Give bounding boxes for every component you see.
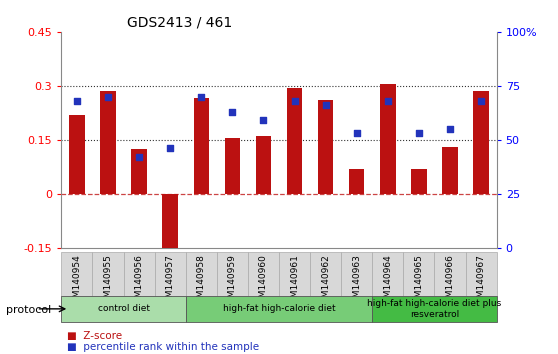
Text: GSM140959: GSM140959 [228,254,237,309]
Point [352,131,361,136]
Bar [100,91,116,194]
Point [134,154,143,160]
Point [383,98,392,104]
Bar [380,84,396,194]
Text: GSM140967: GSM140967 [477,254,485,309]
Text: GSM140954: GSM140954 [73,254,81,309]
Text: GSM140965: GSM140965 [415,254,424,309]
Bar [287,88,302,194]
Bar [194,98,209,194]
Bar [256,136,271,194]
FancyBboxPatch shape [465,252,497,296]
Text: GSM140963: GSM140963 [352,254,361,309]
Point [321,102,330,108]
Point [290,98,299,104]
FancyBboxPatch shape [310,252,341,296]
Point [73,98,81,104]
FancyBboxPatch shape [248,252,279,296]
Text: GSM140958: GSM140958 [197,254,206,309]
Text: GSM140957: GSM140957 [166,254,175,309]
Text: high-fat high-calorie diet plus
resveratrol: high-fat high-calorie diet plus resverat… [367,299,502,319]
Bar [318,100,333,194]
Text: GSM140966: GSM140966 [445,254,454,309]
Point [104,94,113,99]
FancyBboxPatch shape [93,252,123,296]
Point [477,98,485,104]
Text: GSM140956: GSM140956 [134,254,143,309]
FancyBboxPatch shape [341,252,372,296]
FancyBboxPatch shape [186,252,217,296]
FancyBboxPatch shape [279,252,310,296]
Point [259,118,268,123]
Text: GSM140962: GSM140962 [321,254,330,309]
Bar [473,91,489,194]
Text: protocol: protocol [6,305,51,315]
Bar [349,169,364,194]
FancyBboxPatch shape [372,252,403,296]
Text: GSM140964: GSM140964 [383,254,392,309]
FancyBboxPatch shape [123,252,155,296]
Point [197,94,206,99]
Bar [162,194,178,261]
Bar [131,149,147,194]
FancyBboxPatch shape [435,252,465,296]
Text: ■  Z-score: ■ Z-score [67,331,122,341]
FancyBboxPatch shape [186,296,372,322]
Text: GSM140960: GSM140960 [259,254,268,309]
FancyBboxPatch shape [155,252,186,296]
Text: GDS2413 / 461: GDS2413 / 461 [127,15,232,29]
Point [415,131,424,136]
Point [228,109,237,115]
FancyBboxPatch shape [372,296,497,322]
Bar [411,169,427,194]
Point [445,126,454,132]
FancyBboxPatch shape [61,252,93,296]
Point [166,145,175,151]
Text: ■  percentile rank within the sample: ■ percentile rank within the sample [67,342,259,352]
FancyBboxPatch shape [61,296,186,322]
FancyBboxPatch shape [403,252,435,296]
Bar [442,147,458,194]
Text: GSM140961: GSM140961 [290,254,299,309]
Text: GSM140955: GSM140955 [104,254,113,309]
Bar [224,138,240,194]
Text: control diet: control diet [98,304,150,313]
Text: high-fat high-calorie diet: high-fat high-calorie diet [223,304,335,313]
FancyBboxPatch shape [217,252,248,296]
Bar [69,115,85,194]
